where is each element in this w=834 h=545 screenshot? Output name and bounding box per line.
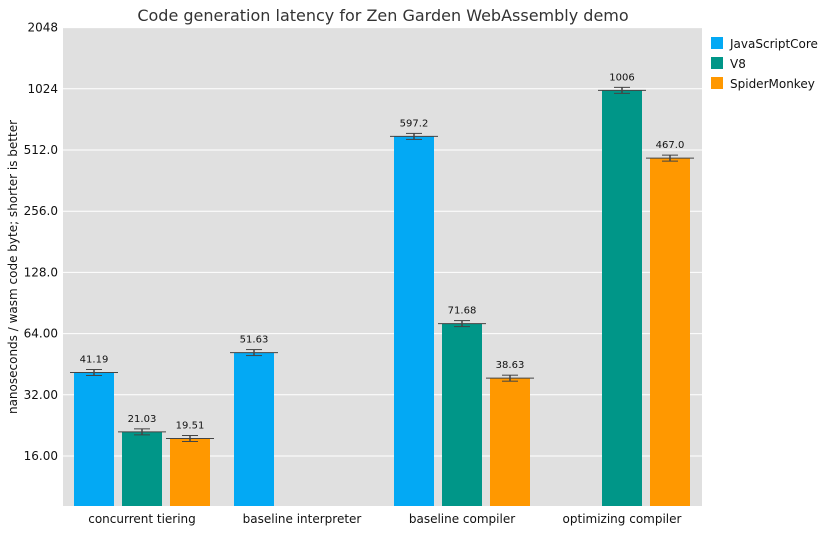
bar bbox=[170, 438, 210, 506]
y-tick-label: 64.00 bbox=[24, 327, 58, 341]
data-label: 597.2 bbox=[400, 118, 429, 129]
y-tick-label: 256.0 bbox=[24, 204, 58, 218]
x-tick-label: concurrent tiering bbox=[88, 512, 196, 526]
data-label: 19.51 bbox=[176, 420, 205, 431]
bars bbox=[74, 90, 690, 506]
legend-swatch bbox=[711, 57, 723, 69]
bar bbox=[234, 352, 274, 506]
data-label: 51.63 bbox=[240, 335, 269, 346]
y-axis-label: nanoseconds / wasm code byte; shorter is… bbox=[6, 120, 20, 414]
bar bbox=[602, 90, 642, 506]
bar bbox=[74, 372, 114, 506]
y-tick-label: 512.0 bbox=[24, 143, 58, 157]
bar bbox=[490, 378, 530, 506]
x-tick-labels: concurrent tiering baseline interpreter ba… bbox=[88, 512, 681, 526]
data-label: 467.0 bbox=[656, 140, 685, 151]
x-tick-label: optimizing compiler bbox=[563, 512, 682, 526]
bar bbox=[394, 136, 434, 506]
y-tick-label: 128.0 bbox=[24, 265, 58, 279]
legend-label: V8 bbox=[730, 57, 746, 71]
plot-area bbox=[63, 28, 702, 506]
bar bbox=[122, 431, 162, 506]
grid-lines bbox=[63, 27, 702, 457]
y-tick-label: 32.00 bbox=[24, 388, 58, 402]
data-label: 1006 bbox=[609, 72, 634, 83]
chart-title: Code generation latency for Zen Garden W… bbox=[137, 6, 628, 25]
y-tick-label: 2048 bbox=[27, 21, 58, 35]
data-label: 38.63 bbox=[496, 360, 525, 371]
data-label: 21.03 bbox=[128, 414, 157, 425]
data-label: 71.68 bbox=[448, 306, 477, 317]
legend: JavaScriptCore V8 SpiderMonkey bbox=[711, 37, 818, 91]
legend-swatch bbox=[711, 37, 723, 49]
bar bbox=[442, 323, 482, 506]
x-tick-label: baseline interpreter bbox=[243, 512, 362, 526]
x-tick-label: baseline compiler bbox=[409, 512, 515, 526]
legend-swatch bbox=[711, 77, 723, 89]
error-bars bbox=[70, 86, 694, 442]
legend-label: SpiderMonkey bbox=[730, 77, 815, 91]
data-labels: 41.19 51.63 597.2 21.03 71.68 1006 19.51 38.63 4… bbox=[80, 72, 685, 431]
data-label: 41.19 bbox=[80, 355, 109, 366]
y-tick-label: 1024 bbox=[27, 82, 58, 96]
y-tick-labels: 16.00 32.00 64.00 128.0 256.0 512.0 1024 2048 bbox=[24, 21, 58, 463]
legend-label: JavaScriptCore bbox=[729, 37, 818, 51]
bar bbox=[650, 158, 690, 506]
y-tick-label: 16.00 bbox=[24, 449, 58, 463]
